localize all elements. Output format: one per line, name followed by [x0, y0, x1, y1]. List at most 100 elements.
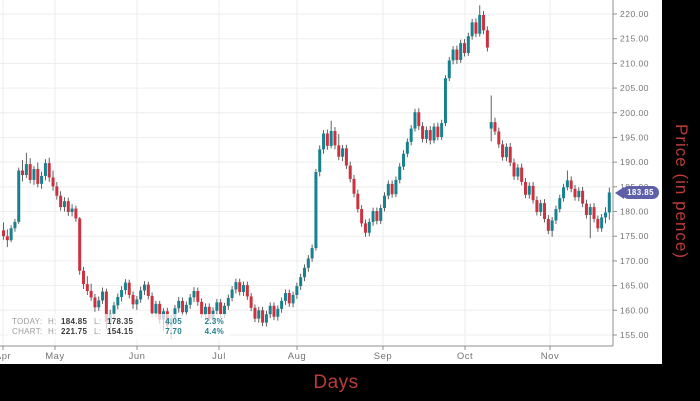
candle-body: [405, 141, 409, 154]
candle-body: [512, 162, 516, 177]
y-tick-label: 220.00: [620, 9, 649, 19]
candle-body: [43, 163, 47, 176]
candle-body: [485, 30, 489, 48]
badge-arrow-icon: [615, 186, 624, 199]
candle-body: [394, 179, 398, 195]
candle-body: [504, 146, 508, 158]
candle-body: [443, 78, 447, 124]
candle-body: [527, 185, 531, 195]
candle-body: [59, 195, 63, 208]
candle-body: [40, 175, 44, 184]
candle-body: [581, 190, 585, 204]
today-high-label: H:: [48, 317, 57, 326]
today-change-value: 4.05: [165, 317, 182, 326]
candle-body: [257, 310, 261, 319]
candle-body: [28, 164, 32, 180]
candle-body: [402, 153, 406, 167]
y-tick-label: 165.00: [620, 281, 649, 291]
candle-body: [215, 302, 219, 311]
candle-body: [89, 291, 93, 298]
candle-body: [249, 296, 253, 308]
candle-body: [466, 36, 470, 54]
today-change-percent: 2.3%: [204, 317, 224, 326]
today-summary-row: TODAY: H: 184.85 L: 178.35 4.05 2.3%: [12, 317, 224, 327]
chart-high-label: H:: [48, 327, 57, 336]
candle-body: [9, 228, 13, 241]
candle-body: [413, 112, 417, 129]
candle-body: [375, 211, 379, 221]
candle-body: [543, 203, 547, 219]
candle-body: [78, 218, 82, 271]
candle-body: [607, 192, 611, 213]
candle-body: [398, 166, 402, 180]
today-high-value: 184.85: [61, 317, 88, 326]
candle-body: [573, 188, 577, 198]
candle-body: [600, 217, 604, 229]
candle-body: [177, 300, 181, 309]
candle-body: [242, 285, 246, 293]
x-axis-title-panel: Days: [0, 364, 700, 401]
candle-body: [120, 290, 124, 297]
y-tick-label: 160.00: [620, 305, 649, 315]
y-axis-title-panel: Price (in pence): [662, 0, 700, 401]
candle-body: [276, 308, 280, 317]
candle-body: [569, 180, 573, 189]
candle-body: [577, 190, 581, 198]
x-tick-label: Sep: [374, 351, 392, 362]
candle-body: [55, 186, 59, 196]
y-tick-label: 155.00: [620, 330, 649, 340]
candle-body: [93, 297, 97, 308]
candle-body: [470, 22, 474, 37]
candle-body: [379, 208, 383, 221]
y-tick-label: 200.00: [620, 108, 649, 118]
candle-body: [459, 43, 463, 60]
chart-high-value: 221.75: [61, 327, 88, 336]
candle-body: [101, 291, 105, 301]
y-tick-label: 205.00: [620, 83, 649, 93]
candle-body: [348, 165, 352, 179]
candle-body: [588, 207, 592, 215]
candle-body: [565, 180, 569, 188]
candle-body: [383, 195, 386, 209]
candle-body: [447, 60, 451, 79]
y-axis-title: Price (in pence): [672, 123, 691, 260]
candle-body: [596, 218, 600, 229]
last-price-value: 183.85: [622, 186, 659, 199]
chart-summary-row: CHART: H: 221.75 L: 154.15 7.70 4.4%: [12, 327, 224, 337]
candle-body: [302, 267, 306, 278]
candle-body: [539, 203, 543, 213]
candle-body: [200, 301, 204, 315]
x-tick-label: Oct: [457, 351, 473, 362]
x-tick-label: Jul: [212, 351, 226, 362]
candle-body: [131, 294, 135, 305]
today-low-label: L:: [94, 317, 102, 326]
y-tick-label: 190.00: [620, 157, 649, 167]
candle-body: [493, 122, 497, 132]
candle-body: [291, 294, 295, 304]
candle-body: [520, 167, 524, 182]
candle-body: [62, 201, 66, 208]
candle-body: [253, 307, 257, 319]
candle-body: [196, 291, 200, 302]
candle-body: [451, 49, 455, 61]
candle-body: [287, 292, 291, 304]
candle-body: [226, 297, 230, 306]
candlestick-chart[interactable]: 155.00160.00165.00170.00175.00180.00185.…: [0, 0, 662, 364]
candle-body: [501, 144, 505, 158]
candle-body: [428, 130, 432, 141]
candle-body: [51, 177, 55, 187]
candle-body: [318, 149, 322, 173]
chart-change-value: 7.70: [165, 327, 182, 336]
candle-body: [280, 300, 284, 309]
candle-body: [74, 208, 78, 219]
candle-body: [135, 299, 139, 305]
candle-body: [592, 207, 596, 219]
today-low-value: 178.35: [107, 317, 134, 326]
y-tick-label: 215.00: [620, 34, 649, 44]
candle-body: [356, 193, 360, 210]
candle-body: [306, 258, 310, 268]
candle-body: [363, 223, 367, 233]
x-tick-label: Jun: [129, 351, 146, 362]
candle-body: [142, 284, 146, 291]
candle-body: [207, 306, 211, 320]
